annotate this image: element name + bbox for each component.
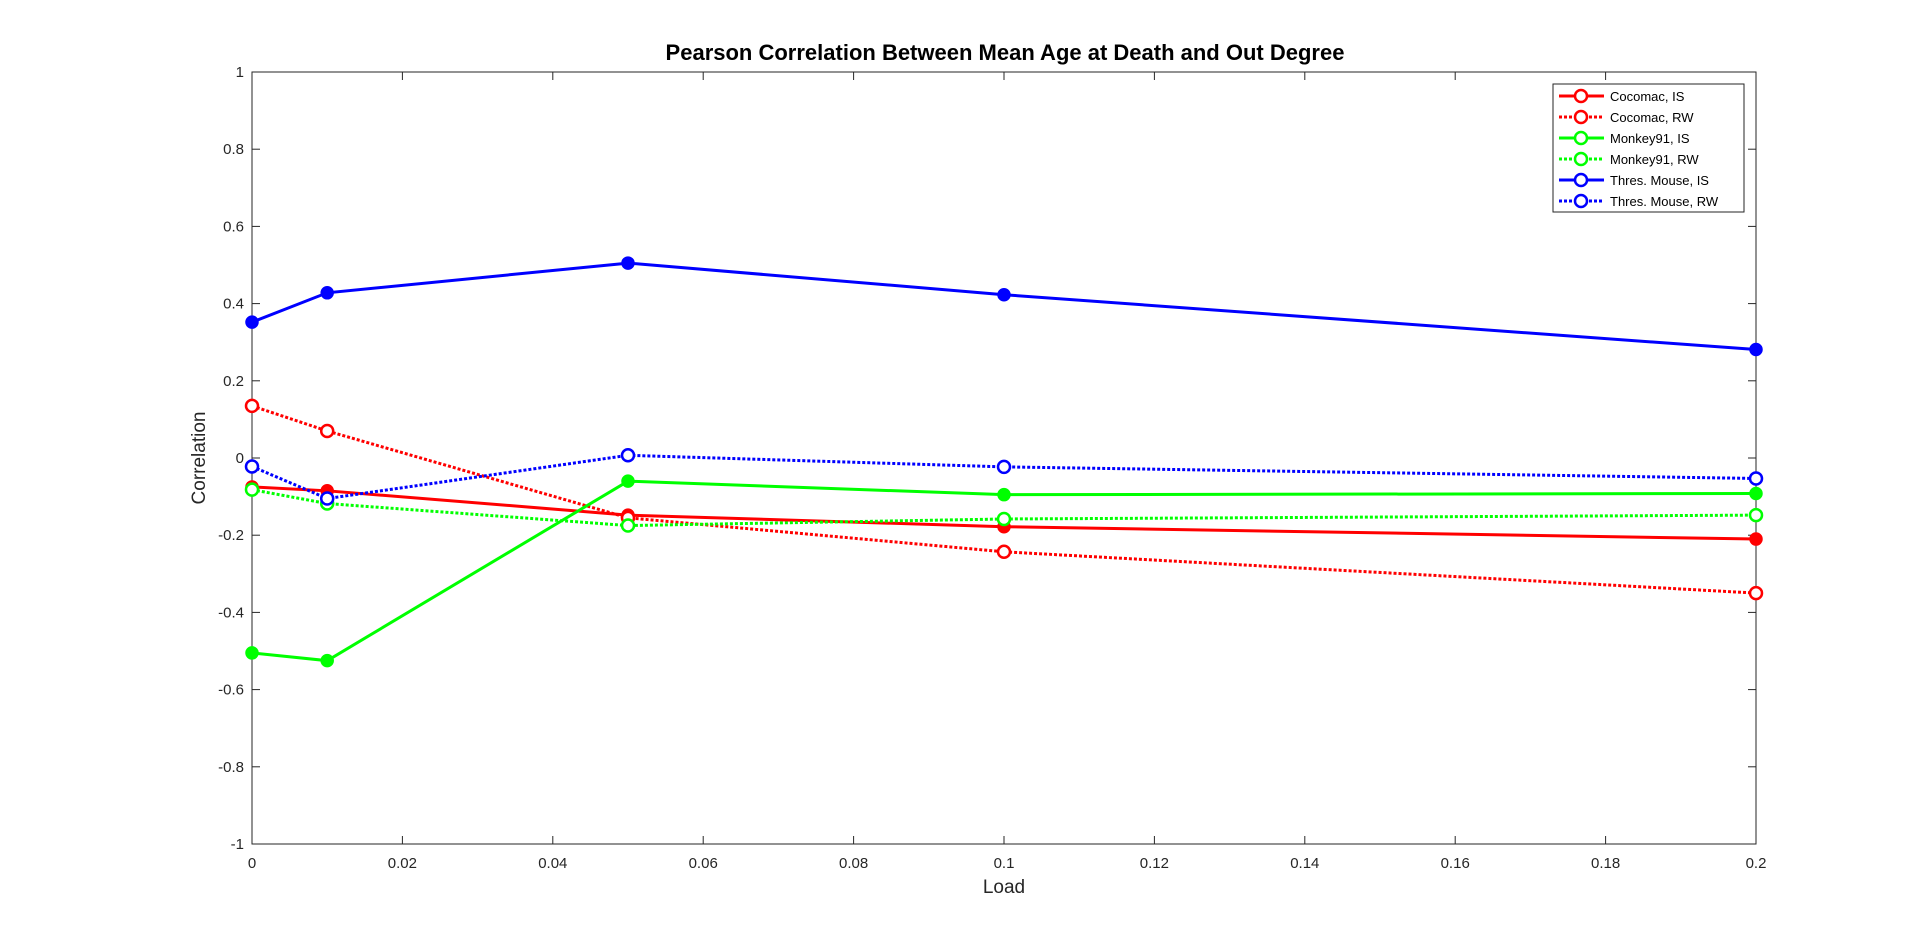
legend-entry: Cocomac, RW [1559, 109, 1694, 125]
y-tick-label: 0.6 [223, 218, 244, 235]
x-tick-label: 0.1 [994, 855, 1015, 872]
x-tick-label: 0.18 [1591, 855, 1620, 872]
data-point [621, 474, 635, 488]
x-tick-label: 0.12 [1140, 855, 1169, 872]
y-tick-label: -0.8 [218, 759, 244, 776]
data-point [1749, 486, 1763, 501]
data-point [996, 511, 1012, 527]
data-point [620, 448, 636, 463]
data-point [1748, 471, 1764, 486]
x-axis-ticks: 0 0.02 0.04 0.06 0.08 0.1 0.12 0.14 0.16 0.18 0.2 [248, 72, 1767, 872]
x-tick-label: 0.14 [1290, 855, 1319, 872]
x-tick-label: 0 [248, 855, 256, 872]
data-point [997, 287, 1011, 302]
series-layer [244, 256, 1764, 668]
legend-marker [1573, 193, 1589, 209]
y-tick-label: -0.4 [218, 604, 244, 621]
legend-entries: Cocomac, IS Cocomac, RW Monkey91, IS Monkey… [1559, 88, 1719, 209]
data-point [244, 482, 260, 497]
x-tick-label: 0.02 [388, 855, 417, 872]
data-point [1749, 342, 1763, 357]
data-point [620, 518, 636, 533]
data-point [245, 646, 259, 660]
legend-label: Thres. Mouse, RW [1610, 194, 1719, 209]
y-tick-label: -1 [231, 836, 244, 853]
y-tick-label: -0.6 [218, 682, 244, 699]
data-point [1748, 507, 1764, 523]
legend-entry: Thres. Mouse, IS [1559, 172, 1709, 188]
data-point [996, 544, 1012, 560]
data-point [320, 286, 334, 300]
legend-marker [1573, 130, 1589, 146]
x-tick-label: 0.04 [538, 855, 567, 872]
data-point [319, 491, 335, 506]
legend-marker [1573, 172, 1589, 188]
series-cocomac-rw [244, 398, 1764, 601]
series-thres-mouse-rw [244, 448, 1764, 506]
series-monkey91-is [245, 474, 1763, 668]
data-point [1748, 585, 1764, 601]
legend-entry: Monkey91, RW [1559, 151, 1699, 167]
legend-label: Cocomac, RW [1610, 110, 1694, 125]
legend-entry: Cocomac, IS [1559, 88, 1685, 104]
x-tick-label: 0.06 [689, 855, 718, 872]
data-point [320, 653, 334, 668]
x-tick-label: 0.08 [839, 855, 868, 872]
legend-marker [1573, 151, 1589, 167]
data-point [244, 459, 260, 474]
x-tick-label: 0.2 [1746, 855, 1767, 872]
series-thres-mouse-is [245, 256, 1763, 357]
y-tick-label: 0.2 [223, 373, 244, 390]
x-tick-label: 0.16 [1441, 855, 1470, 872]
legend-marker [1573, 109, 1589, 125]
series-line [251, 488, 1757, 528]
data-point [996, 459, 1012, 475]
data-point [244, 398, 260, 414]
legend-marker [1573, 88, 1589, 104]
plot-area [251, 71, 1757, 845]
y-tick-label: 1 [236, 64, 244, 81]
legend-entry: Monkey91, IS [1559, 130, 1690, 146]
legend-entry: Thres. Mouse, RW [1559, 193, 1719, 209]
legend-label: Monkey91, IS [1610, 131, 1690, 146]
legend-label: Cocomac, IS [1610, 89, 1685, 104]
legend-label: Thres. Mouse, IS [1610, 173, 1709, 188]
chart-title: Pearson Correlation Between Mean Age at … [666, 40, 1345, 65]
y-tick-label: -0.2 [218, 527, 244, 544]
x-axis-label: Load [983, 877, 1025, 898]
y-axis-label: Correlation [189, 412, 210, 505]
data-point [319, 423, 335, 439]
y-tick-label: 0 [236, 450, 244, 467]
legend-box [1552, 83, 1745, 213]
legend-label: Monkey91, RW [1610, 152, 1699, 167]
data-point [245, 315, 259, 329]
data-point [997, 487, 1011, 502]
data-point [1749, 532, 1763, 546]
y-axis-ticks: -1 -0.8 -0.6 -0.4 -0.2 0 0.2 0.4 0.6 0.8 1 [218, 64, 1756, 853]
data-point [621, 256, 635, 270]
legend: Cocomac, IS Cocomac, RW Monkey91, IS Monkey… [1552, 83, 1745, 213]
y-tick-label: 0.8 [223, 141, 244, 158]
y-tick-label: 0.4 [223, 296, 244, 313]
